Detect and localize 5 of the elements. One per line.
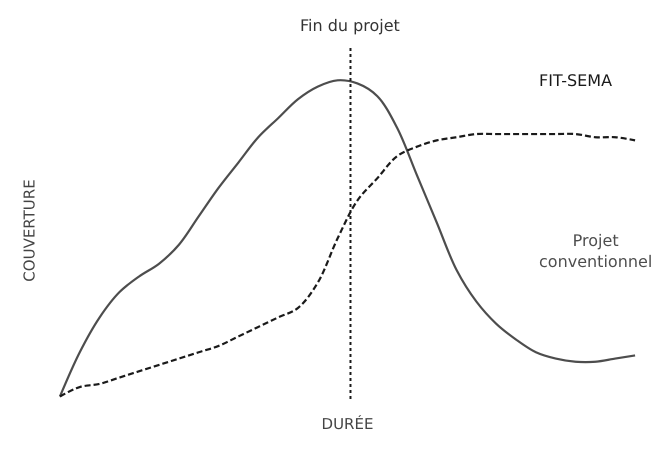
y-axis-title: COUVERTURE (20, 179, 38, 282)
text: FIT-SEMA (539, 71, 612, 90)
text: Projet conventionnel (539, 231, 652, 271)
x-axis-title: DURÉE (322, 415, 374, 433)
text: Fin du projet (300, 16, 400, 35)
